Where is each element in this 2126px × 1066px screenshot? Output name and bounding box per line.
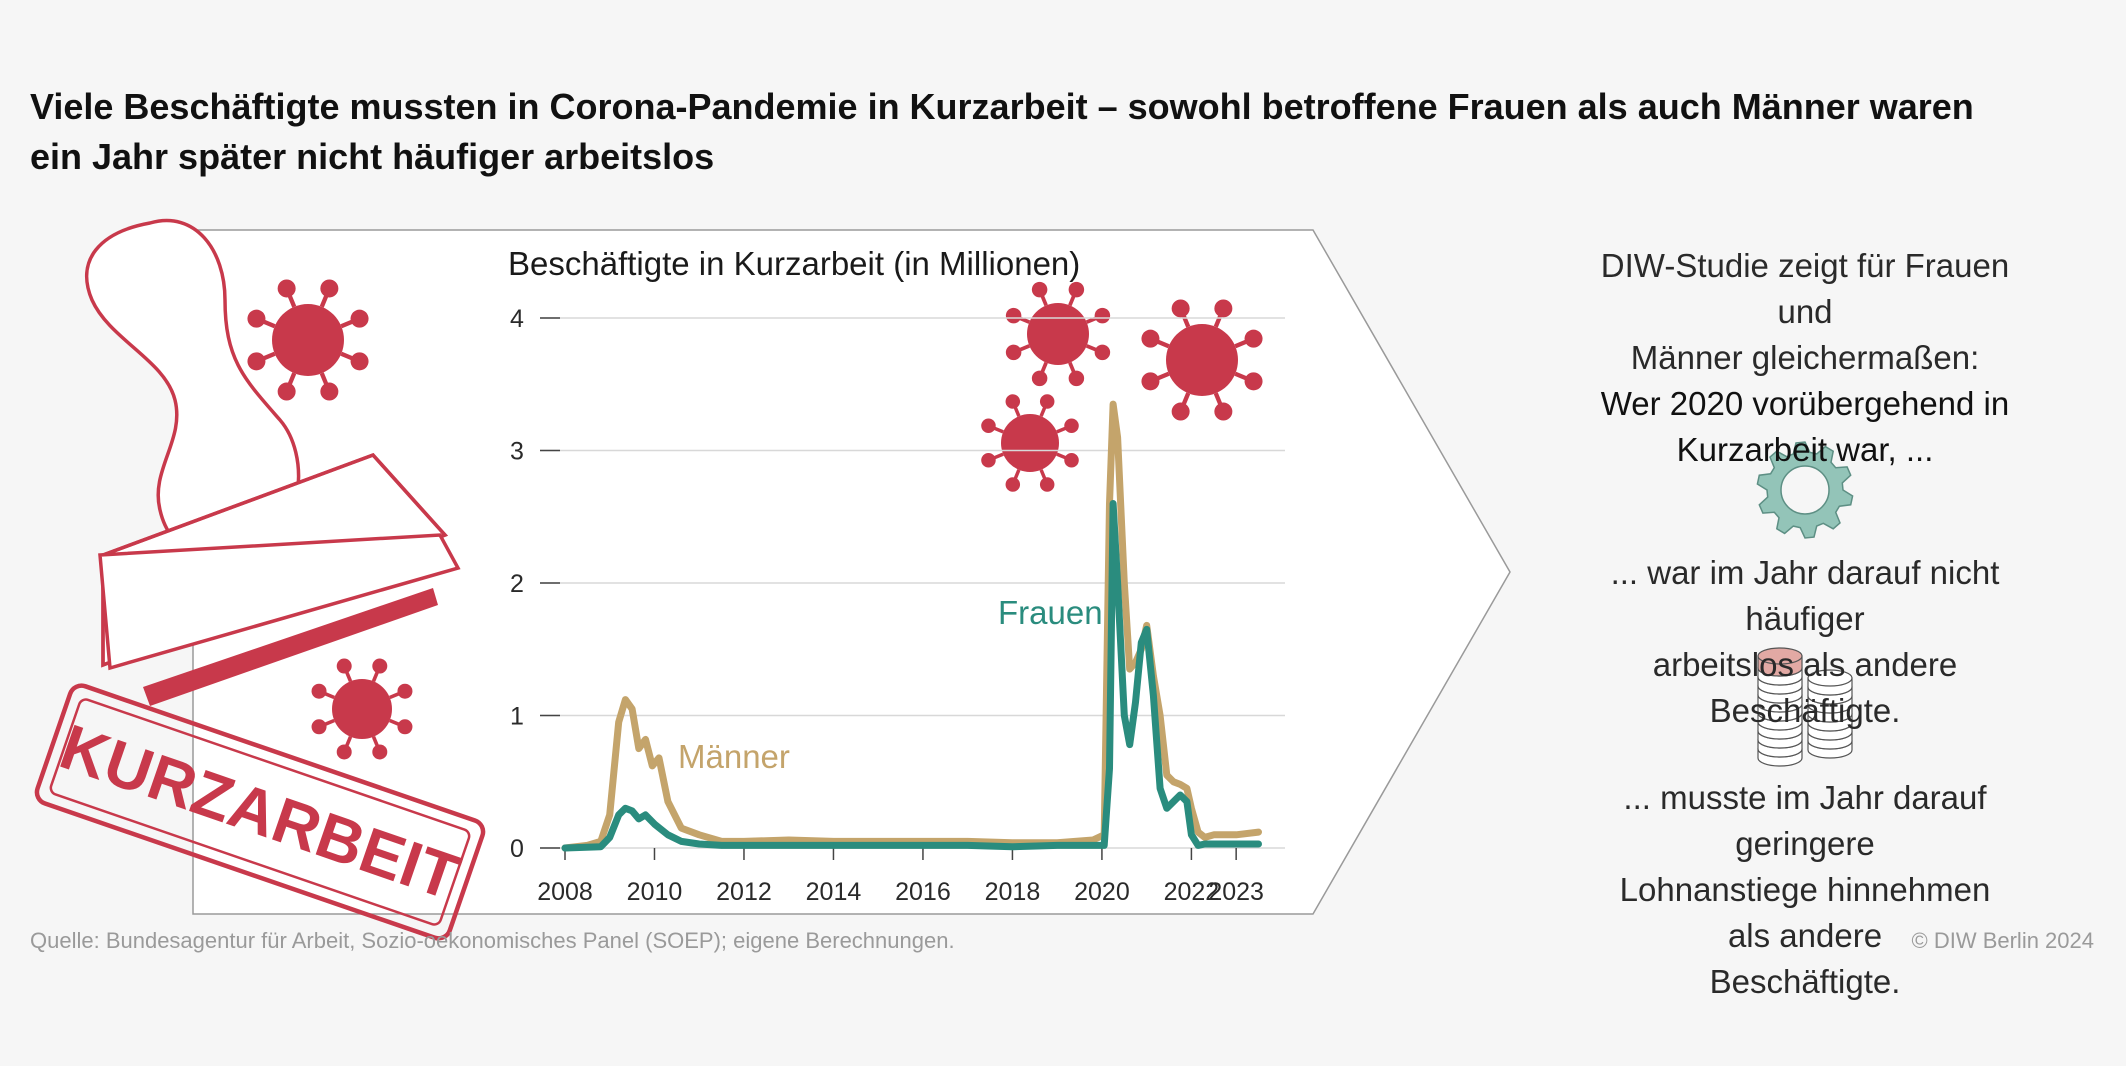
headline: Viele Beschäftigte mussten in Corona-Pan… bbox=[30, 82, 2100, 182]
right-intro: DIW-Studie zeigt für Frauen und Männer g… bbox=[1595, 243, 2015, 473]
virus-icons bbox=[247, 279, 1263, 760]
virus-icon bbox=[311, 658, 413, 760]
x-tick-label: 2018 bbox=[985, 878, 1041, 906]
coin-stack bbox=[1807, 669, 1853, 759]
stamp-body-face bbox=[101, 452, 449, 668]
right-intro-line: DIW-Studie zeigt für Frauen und bbox=[1600, 247, 2010, 330]
right-finding-line: Lohnanstiege hinnehmen als andere bbox=[1619, 871, 1991, 954]
coin-stacks-icon bbox=[1757, 647, 1853, 767]
arrow-frame bbox=[192, 229, 1511, 915]
series-label-maenner: Männer bbox=[678, 738, 790, 775]
virus-icon bbox=[247, 279, 369, 401]
right-emph-line: Wer 2020 vorübergehend in bbox=[1600, 385, 2010, 422]
x-tick-label: 2014 bbox=[806, 878, 862, 906]
x-tick-label: 2012 bbox=[716, 878, 772, 906]
source-note: Quelle: Bundesagentur für Arbeit, Sozio-… bbox=[30, 928, 955, 953]
y-tick-label: 3 bbox=[510, 438, 524, 466]
chart-title: Beschäftigte in Kurzarbeit (in Millionen… bbox=[508, 245, 1080, 282]
chart-series bbox=[561, 400, 1262, 852]
virus-icon bbox=[981, 394, 1079, 492]
headline-line-1: Viele Beschäftigte mussten in Corona-Pan… bbox=[30, 86, 1974, 127]
virus-icon bbox=[1141, 299, 1263, 421]
stamp-base bbox=[98, 533, 461, 671]
x-tick-label: 2008 bbox=[537, 878, 593, 906]
y-axis: 0 1 2 3 4 bbox=[510, 305, 560, 863]
series-line-frauen bbox=[561, 500, 1262, 852]
x-tick-label: 2023 bbox=[1208, 878, 1264, 906]
x-tick-label: 2016 bbox=[895, 878, 951, 906]
y-tick-label: 0 bbox=[510, 835, 524, 863]
x-tick-label: 2010 bbox=[627, 878, 683, 906]
headline-line-2: ein Jahr später nicht häufiger arbeitslo… bbox=[30, 136, 715, 177]
right-finding-line: ... musste im Jahr darauf geringere bbox=[1623, 779, 1987, 862]
copyright: © DIW Berlin 2024 bbox=[1911, 928, 2095, 953]
x-tick-label: 2020 bbox=[1074, 878, 1130, 906]
stamp-rubber bbox=[143, 588, 438, 706]
series-label-frauen: Frauen bbox=[998, 594, 1103, 631]
right-finding-1: ... war im Jahr darauf nicht häufiger ar… bbox=[1595, 550, 2015, 734]
right-finding-line: Beschäftigte. bbox=[1709, 963, 1901, 1000]
right-finding-line: arbeitslos als andere Beschäftigte. bbox=[1652, 646, 1958, 729]
coin-stack bbox=[1757, 647, 1803, 767]
y-tick-label: 2 bbox=[510, 570, 524, 598]
x-tick-label: 2022 bbox=[1164, 878, 1220, 906]
line-chart: Beschäftigte in Kurzarbeit (in Millionen… bbox=[508, 245, 1285, 906]
y-tick-label: 4 bbox=[510, 305, 524, 333]
right-finding-2: ... musste im Jahr darauf geringere Lohn… bbox=[1595, 775, 2015, 1005]
right-finding-line: ... war im Jahr darauf nicht häufiger bbox=[1610, 554, 2000, 637]
right-intro-line: Männer gleichermaßen: bbox=[1630, 339, 1980, 376]
gear-icon bbox=[1756, 441, 1854, 539]
y-tick-label: 1 bbox=[510, 703, 524, 731]
right-emph-line: Kurzarbeit war, ... bbox=[1676, 431, 1934, 468]
